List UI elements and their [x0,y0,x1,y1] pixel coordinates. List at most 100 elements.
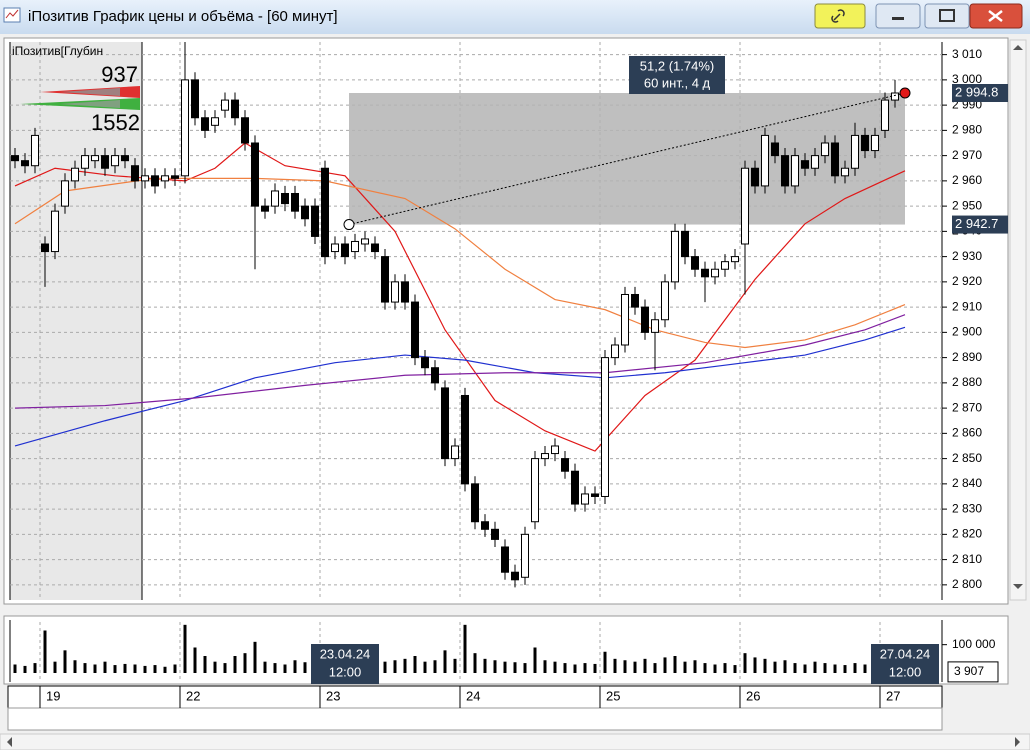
cursor-label: 23.04.24 [320,646,371,661]
candle-body [91,155,99,162]
candle-body [821,142,829,157]
candle-body [761,134,769,187]
candle-body [81,155,89,169]
depth-bid: 1552 [91,110,140,135]
candle-body [851,134,859,169]
day-label: 24 [466,688,480,703]
candle-body [871,134,879,152]
window-title: iПозитив График цены и объёма - [60 мину… [28,8,338,25]
y-tick-label: 2 980 [952,123,982,137]
y-tick-label: 2 930 [952,249,982,263]
minimize-icon [892,17,904,20]
candle-body [881,99,889,131]
candle-body [451,445,459,460]
candle-body [671,230,679,283]
measure-handle [343,219,355,231]
link-icon [831,9,845,23]
candle-body [711,268,719,278]
candle-body [491,528,499,540]
candle-body [151,175,159,187]
link-button[interactable] [814,3,866,29]
y-tick-label: 2 890 [952,350,982,364]
candle-body [221,99,229,111]
candle-body [71,167,79,182]
y-tick-label: 3 000 [952,72,982,86]
candle-body [411,301,419,359]
candle-body [611,344,619,359]
y-tick-label: 2 970 [952,148,982,162]
candle-body [841,167,849,177]
candle-body [241,117,249,144]
candle-body [581,493,589,505]
candle-body [811,155,819,169]
candle-body [41,243,49,253]
depth-title: iПозитив[Глубин [12,44,103,58]
candle-body [621,293,629,346]
candle-body [131,165,139,182]
candle-body [341,243,349,258]
candle-body [801,160,809,169]
candle-body [381,256,389,303]
app-icon-line [5,9,19,19]
price-label-bg [952,84,1008,103]
y-tick-label: 2 830 [952,501,982,515]
candle-body [561,458,569,472]
day-label: 22 [186,688,200,703]
horizontal-scrollbar[interactable] [0,733,1030,750]
candle-body [721,261,729,270]
candle-body [771,142,779,157]
candle-body [401,281,409,303]
depth-ask: 937 [101,62,138,87]
candle-body [261,205,269,212]
vertical-scrollbar[interactable] [1009,39,1027,601]
candle-body [531,458,539,523]
candle-body [101,155,109,169]
scroll-left[interactable] [7,737,12,747]
candle-body [211,117,219,126]
candle-body [421,357,429,369]
candle-body [501,546,509,573]
candle-body [741,167,749,245]
maximize-button[interactable] [924,3,970,29]
candle-body [571,470,579,505]
candle-body [231,99,239,119]
candle-body [171,175,179,179]
y-tick-label: 2 960 [952,173,982,187]
candle-body [111,155,119,167]
cursor-label-bg [871,644,939,684]
candle-body [281,192,289,205]
candle-body [791,155,799,187]
price-label-bg [952,215,1008,234]
ask-shadow [60,88,120,96]
moving-average [14,177,906,349]
moving-average [14,326,906,447]
candle-body [651,319,659,333]
volume-last-box [947,661,999,683]
candle-body [371,243,379,253]
day-label: 19 [46,688,60,703]
candle-body [661,281,669,321]
cursor-label-bg [311,644,379,684]
depth-widget: iПозитив[Глубин 937 1552 [12,44,140,135]
y-tick-label: 2 840 [952,476,982,490]
y-tick-label: 2 950 [952,198,982,212]
candle-body [251,142,259,207]
candle-body [591,493,599,497]
candle-body [361,238,369,245]
candle-body [681,230,689,258]
candle-body [701,268,709,278]
y-tick-label: 3 010 [952,47,982,61]
price-label: 2 942.7 [955,216,998,231]
cursor-label: 27.04.24 [880,646,931,661]
measure-line [348,92,906,226]
scroll-up[interactable] [1013,45,1023,50]
day-label: 25 [606,688,620,703]
volume-tick-label: 100 000 [952,637,996,651]
scroll-down[interactable] [1013,584,1023,589]
scroll-right[interactable] [1015,737,1020,747]
y-tick-label: 2 920 [952,274,982,288]
y-tick-label: 2 880 [952,375,982,389]
moving-average [14,314,906,409]
minimize-button[interactable] [875,3,921,29]
